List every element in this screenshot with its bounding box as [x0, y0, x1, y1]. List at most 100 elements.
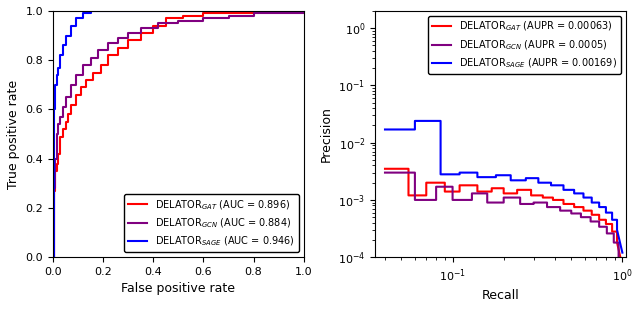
DELATOR$_{GCN}$ (AUPR = 0.0005): [449, 198, 456, 202]
Y-axis label: True positive rate: True positive rate: [7, 79, 20, 188]
DELATOR$_{GAT}$ (AUC = 0.896): [64, 112, 72, 116]
DELATOR$_{SAGE}$ (AUC = 0.946): [61, 34, 69, 37]
DELATOR$_{SAGE}$ (AUPR = 0.00169): [492, 173, 500, 177]
DELATOR$_{GCN}$ (AUC = 0.884): [124, 31, 132, 35]
DELATOR$_{SAGE}$ (AUPR = 0.00169): [534, 181, 542, 184]
DELATOR$_{GCN}$ (AUC = 0.884): [59, 115, 67, 119]
DELATOR$_{GCN}$ (AUPR = 0.0005): [610, 231, 618, 235]
DELATOR$_{GCN}$ (AUC = 0.884): [61, 95, 69, 99]
DELATOR$_{GCN}$ (AUPR = 0.0005): [381, 171, 389, 175]
DELATOR$_{SAGE}$ (AUPR = 0.00169): [456, 172, 463, 176]
DELATOR$_{SAGE}$ (AUPR = 0.00169): [411, 119, 419, 123]
DELATOR$_{GAT}$ (AUC = 0.896): [250, 9, 257, 13]
DELATOR$_{GCN}$ (AUC = 0.884): [115, 36, 122, 40]
DELATOR$_{GCN}$ (AUPR = 0.0005): [556, 209, 564, 213]
DELATOR$_{SAGE}$ (AUC = 0.946): [51, 95, 59, 99]
DELATOR$_{GCN}$ (AUPR = 0.0005): [603, 225, 611, 229]
DELATOR$_{SAGE}$ (AUPR = 0.00169): [580, 196, 588, 199]
DELATOR$_{GCN}$ (AUC = 0.884): [53, 157, 61, 161]
DELATOR$_{SAGE}$ (AUC = 0.946): [50, 255, 58, 259]
DELATOR$_{SAGE}$ (AUPR = 0.00169): [613, 218, 621, 222]
DELATOR$_{GCN}$ (AUC = 0.884): [154, 26, 162, 30]
DELATOR$_{GCN}$ (AUC = 0.884): [104, 49, 112, 52]
DELATOR$_{GAT}$ (AUPR = 0.00063): [513, 192, 521, 195]
DELATOR$_{GCN}$ (AUC = 0.884): [200, 19, 207, 23]
DELATOR$_{SAGE}$ (AUC = 0.946): [52, 95, 60, 99]
DELATOR$_{GCN}$ (AUC = 0.884): [52, 186, 60, 190]
DELATOR$_{SAGE}$ (AUPR = 0.00169): [559, 184, 567, 187]
DELATOR$_{GCN}$ (AUC = 0.884): [250, 11, 257, 15]
DELATOR$_{GCN}$ (AUC = 0.884): [300, 11, 308, 15]
DELATOR$_{GCN}$ (AUC = 0.884): [175, 19, 182, 23]
DELATOR$_{SAGE}$ (AUPR = 0.00169): [547, 181, 555, 184]
DELATOR$_{GAT}$ (AUPR = 0.00063): [613, 241, 621, 244]
DELATOR$_{SAGE}$ (AUPR = 0.00169): [474, 175, 481, 179]
DELATOR$_{SAGE}$ (AUPR = 0.00169): [595, 205, 603, 209]
DELATOR$_{GAT}$ (AUPR = 0.00063): [488, 190, 495, 193]
DELATOR$_{SAGE}$ (AUC = 0.946): [300, 9, 308, 13]
Line: DELATOR$_{GCN}$ (AUPR = 0.0005): DELATOR$_{GCN}$ (AUPR = 0.0005): [385, 173, 622, 287]
DELATOR$_{SAGE}$ (AUC = 0.946): [120, 9, 127, 13]
DELATOR$_{GAT}$ (AUPR = 0.00063): [404, 167, 412, 171]
DELATOR$_{GCN}$ (AUC = 0.884): [54, 132, 62, 136]
DELATOR$_{GCN}$ (AUC = 0.884): [87, 63, 95, 67]
DELATOR$_{GCN}$ (AUPR = 0.0005): [500, 201, 508, 204]
DELATOR$_{SAGE}$ (AUPR = 0.00169): [570, 192, 578, 195]
DELATOR$_{GCN}$ (AUC = 0.884): [94, 56, 102, 60]
DELATOR$_{GAT}$ (AUPR = 0.00063): [527, 188, 535, 192]
DELATOR$_{GCN}$ (AUPR = 0.0005): [483, 192, 491, 195]
DELATOR$_{GCN}$ (AUC = 0.884): [124, 36, 132, 40]
DELATOR$_{SAGE}$ (AUC = 0.946): [49, 255, 57, 259]
DELATOR$_{GAT}$ (AUPR = 0.00063): [602, 218, 610, 222]
DELATOR$_{GAT}$ (AUPR = 0.00063): [608, 230, 616, 233]
DELATOR$_{SAGE}$ (AUC = 0.946): [50, 135, 58, 138]
DELATOR$_{GAT}$ (AUPR = 0.00063): [404, 193, 412, 197]
DELATOR$_{GCN}$ (AUC = 0.884): [54, 122, 62, 126]
DELATOR$_{GCN}$ (AUPR = 0.0005): [381, 171, 389, 175]
DELATOR$_{GAT}$ (AUPR = 0.00063): [608, 222, 616, 226]
DELATOR$_{GCN}$ (AUC = 0.884): [49, 255, 57, 259]
DELATOR$_{GCN}$ (AUC = 0.884): [57, 122, 65, 126]
Line: DELATOR$_{GAT}$ (AUPR = 0.00063): DELATOR$_{GAT}$ (AUPR = 0.00063): [385, 169, 622, 266]
DELATOR$_{GAT}$ (AUPR = 0.00063): [474, 190, 481, 193]
DELATOR$_{GCN}$ (AUC = 0.884): [225, 16, 232, 20]
DELATOR$_{GCN}$ (AUC = 0.884): [87, 56, 95, 60]
DELATOR$_{GAT}$ (AUPR = 0.00063): [488, 186, 495, 190]
DELATOR$_{GAT}$ (AUPR = 0.00063): [580, 209, 588, 213]
DELATOR$_{GCN}$ (AUPR = 0.0005): [468, 198, 476, 202]
DELATOR$_{GCN}$ (AUC = 0.884): [104, 41, 112, 45]
DELATOR$_{GCN}$ (AUPR = 0.0005): [530, 202, 538, 206]
DELATOR$_{SAGE}$ (AUPR = 0.00169): [580, 192, 588, 195]
DELATOR$_{GAT}$ (AUPR = 0.00063): [527, 193, 535, 197]
DELATOR$_{SAGE}$ (AUPR = 0.00169): [507, 179, 515, 182]
DELATOR$_{GCN}$ (AUC = 0.884): [154, 21, 162, 25]
DELATOR$_{GAT}$ (AUPR = 0.00063): [441, 181, 449, 184]
DELATOR$_{SAGE}$ (AUC = 0.946): [51, 108, 59, 111]
DELATOR$_{GAT}$ (AUPR = 0.00063): [500, 186, 508, 190]
DELATOR$_{SAGE}$ (AUC = 0.946): [67, 24, 74, 28]
DELATOR$_{SAGE}$ (AUC = 0.946): [87, 9, 95, 13]
DELATOR$_{GAT}$ (AUPR = 0.00063): [580, 205, 588, 209]
DELATOR$_{SAGE}$ (AUPR = 0.00169): [436, 172, 444, 176]
DELATOR$_{SAGE}$ (AUC = 0.946): [52, 83, 60, 87]
DELATOR$_{GCN}$ (AUC = 0.884): [250, 14, 257, 18]
DELATOR$_{GAT}$ (AUPR = 0.00063): [570, 202, 578, 206]
DELATOR$_{SAGE}$ (AUPR = 0.00169): [474, 171, 481, 175]
DELATOR$_{GAT}$ (AUPR = 0.00063): [456, 184, 463, 187]
DELATOR$_{GAT}$ (AUPR = 0.00063): [559, 198, 567, 202]
DELATOR$_{GCN}$ (AUC = 0.884): [225, 14, 232, 18]
DELATOR$_{GCN}$ (AUPR = 0.0005): [568, 209, 575, 213]
Y-axis label: Precision: Precision: [319, 106, 333, 162]
DELATOR$_{SAGE}$ (AUPR = 0.00169): [507, 173, 515, 177]
Line: DELATOR$_{GAT}$ (AUC = 0.896): DELATOR$_{GAT}$ (AUC = 0.896): [53, 11, 304, 257]
DELATOR$_{SAGE}$ (AUC = 0.946): [300, 9, 308, 13]
DELATOR$_{GCN}$ (AUC = 0.884): [51, 186, 58, 190]
DELATOR$_{GCN}$ (AUPR = 0.0005): [615, 255, 623, 259]
DELATOR$_{GAT}$ (AUC = 0.896): [124, 46, 132, 50]
DELATOR$_{GCN}$ (AUC = 0.884): [200, 16, 207, 20]
DELATOR$_{GAT}$ (AUC = 0.896): [137, 31, 145, 35]
DELATOR$_{SAGE}$ (AUPR = 0.00169): [522, 179, 530, 182]
DELATOR$_{GCN}$ (AUC = 0.884): [72, 73, 79, 77]
DELATOR$_{GCN}$ (AUC = 0.884): [52, 157, 60, 161]
DELATOR$_{GCN}$ (AUPR = 0.0005): [432, 198, 440, 202]
